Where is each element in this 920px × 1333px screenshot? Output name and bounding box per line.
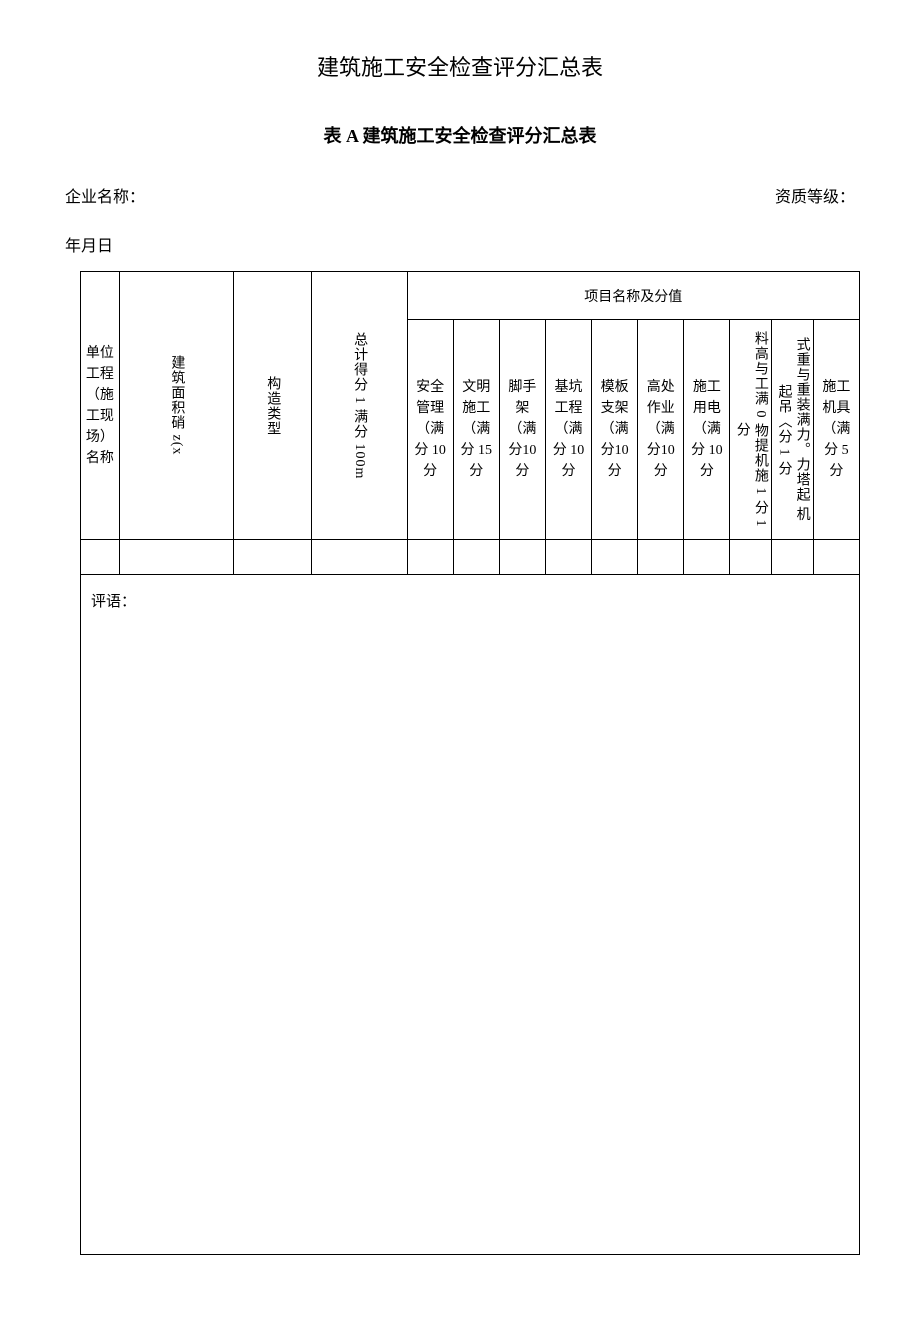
cell (545, 540, 591, 575)
col-civilized: 文明施工（满分 15分 (454, 320, 499, 539)
cell (638, 540, 684, 575)
cell (81, 540, 120, 575)
col-safety-mgmt: 安全管理（满分 10分 (408, 320, 453, 539)
col-crane: 式重与重装满力。力塔起 机起吊〈分 1 分 (772, 320, 812, 539)
col-machinery: 施工机具（满分 5 分 (814, 320, 859, 539)
table-header-row: 单位工程（施工现场）名称 建筑面积硝 z(x 构造类型 总计得分 1 满分 10… (81, 272, 860, 320)
col-hoist: 料高与工满 0 物提机施 1 分 1 分 (731, 320, 771, 539)
col-electricity: 施工用电（满分 10分 (684, 320, 729, 539)
date-label: 年月日 (60, 232, 860, 256)
col-unit-project: 单位工程（施工现场）名称 (81, 272, 119, 539)
cell (119, 540, 233, 575)
table-data-row (81, 540, 860, 575)
main-title: 建筑施工安全检查评分汇总表 (60, 50, 860, 82)
comment-row: 评语： (81, 575, 860, 1255)
cell (407, 540, 453, 575)
sub-title: 表 A 建筑施工安全检查评分汇总表 (60, 122, 860, 148)
cell (813, 540, 859, 575)
score-table: 单位工程（施工现场）名称 建筑面积硝 z(x 构造类型 总计得分 1 满分 10… (80, 271, 860, 1255)
cell (730, 540, 772, 575)
cell (233, 540, 311, 575)
col-scaffold: 脚手架（满分10分 (500, 320, 545, 539)
cell (592, 540, 638, 575)
cell (311, 540, 407, 575)
col-structure-type: 构造类型 (261, 366, 283, 446)
col-formwork: 模板支架（满分10分 (592, 320, 637, 539)
group-header: 项目名称及分值 (407, 272, 859, 320)
col-high-work: 高处作业（满分10分 (638, 320, 683, 539)
comment-cell: 评语： (81, 575, 860, 1255)
cell (453, 540, 499, 575)
cell (499, 540, 545, 575)
meta-row: 企业名称： 资质等级： (60, 183, 860, 207)
col-total-score: 总计得分 1 满分 100m (348, 322, 370, 489)
company-label: 企业名称： (65, 183, 145, 207)
col-foundation: 基坑工程（满分 10分 (546, 320, 591, 539)
cell (684, 540, 730, 575)
cell (772, 540, 814, 575)
qualification-label: 资质等级： (775, 183, 855, 207)
col-building-area: 建筑面积硝 z(x (165, 345, 187, 465)
